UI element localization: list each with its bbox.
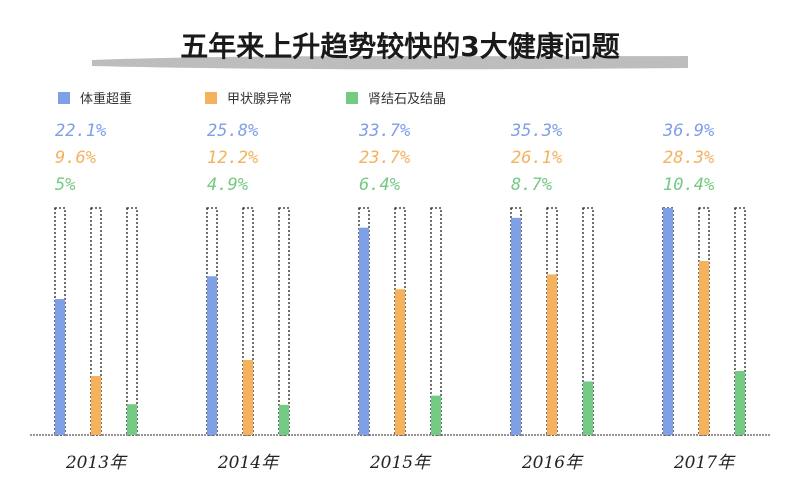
category-label: 2013年	[65, 453, 128, 473]
chart-title: 五年来上升趋势较快的3大健康问题	[180, 30, 619, 63]
value-label-kidney: 10.4%	[663, 175, 714, 195]
value-label-overweight: 25.8%	[207, 121, 258, 141]
value-label-overweight: 22.1%	[55, 121, 106, 141]
category-label: 2015年	[369, 453, 432, 473]
bar-thyroid	[547, 274, 557, 435]
legend-swatch-thyroid	[205, 92, 217, 104]
title-underline	[92, 56, 688, 70]
bar-overweight	[207, 276, 217, 435]
bar-kidney	[431, 395, 441, 435]
value-label-overweight: 36.9%	[662, 121, 714, 141]
year-group-2: 25.8% 12.2% 4.9% 2014年	[206, 121, 290, 473]
year-group-1: 22.1% 9.6% 5% 2013年	[54, 121, 138, 473]
value-label-overweight: 35.3%	[510, 121, 562, 141]
value-label-thyroid: 28.3%	[663, 148, 714, 168]
year-group-5: 36.9% 28.3% 10.4% 2017年	[662, 121, 746, 473]
bar-overweight	[359, 227, 369, 435]
legend-label-overweight: 体重超重	[80, 91, 132, 107]
value-label-thyroid: 9.6%	[55, 148, 96, 168]
bar-kidney	[279, 404, 289, 435]
legend-label-thyroid: 甲状腺异常	[227, 92, 292, 107]
bar-overweight	[663, 208, 673, 435]
value-label-overweight: 33.7%	[358, 121, 410, 141]
bar-track-kidney	[126, 207, 138, 436]
bar-kidney	[735, 371, 745, 435]
bar-kidney	[583, 381, 593, 435]
category-label: 2017年	[673, 453, 736, 473]
category-label: 2016年	[521, 453, 584, 473]
legend-swatch-kidney	[346, 92, 358, 104]
value-label-kidney: 8.7%	[511, 175, 552, 195]
bar-thyroid	[395, 289, 405, 435]
value-label-kidney: 5%	[55, 175, 75, 195]
year-group-3: 33.7% 23.7% 6.4% 2015年	[358, 121, 442, 473]
category-label: 2014年	[217, 453, 280, 473]
legend-swatch-overweight	[58, 92, 70, 104]
bar-kidney	[127, 404, 137, 435]
year-group-4: 35.3% 26.1% 8.7% 2016年	[510, 121, 594, 473]
value-label-kidney: 6.4%	[359, 175, 400, 195]
value-label-thyroid: 23.7%	[359, 148, 410, 168]
bar-track-kidney	[278, 207, 290, 436]
bar-thyroid	[243, 359, 253, 435]
value-label-thyroid: 26.1%	[511, 148, 562, 168]
bar-thyroid	[699, 260, 709, 435]
legend-label-kidney: 肾结石及结晶	[368, 92, 446, 107]
value-label-thyroid: 12.2%	[207, 148, 258, 168]
value-label-kidney: 4.9%	[207, 175, 248, 195]
legend: 体重超重 甲状腺异常 肾结石及结晶	[58, 91, 446, 107]
bar-thyroid	[91, 375, 101, 435]
bar-overweight	[511, 217, 521, 435]
bar-overweight	[55, 299, 65, 435]
